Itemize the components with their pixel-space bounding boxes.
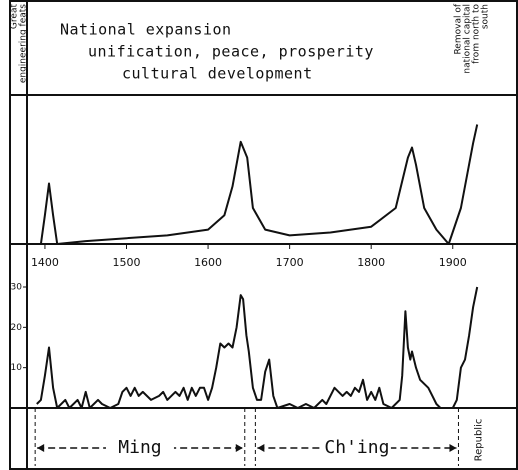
label-bg [322, 436, 391, 460]
side-note: from north to [472, 4, 482, 64]
period-label: Republic [473, 419, 484, 462]
arrow-head [235, 444, 243, 452]
x-tick-label: 1800 [357, 256, 385, 269]
side-note: national capital [463, 4, 473, 74]
y-tick-label: 30 [11, 283, 23, 293]
arrow-head [37, 444, 45, 452]
side-note: south [481, 4, 491, 29]
title: National expansion [60, 21, 232, 39]
arrow-head [257, 444, 265, 452]
label-bg [105, 436, 174, 460]
x-tick-label: 1900 [439, 256, 467, 269]
x-tick-label: 1400 [31, 256, 59, 269]
x-tick-label: 1500 [113, 256, 141, 269]
title: cultural development [122, 65, 313, 83]
arrow-head [449, 444, 457, 452]
side-note: Great [10, 4, 20, 30]
frame [9, 0, 518, 470]
side-note: engineering feats [19, 4, 29, 83]
y-tick-label: 20 [11, 323, 23, 333]
data-line [39, 124, 479, 245]
period-label: Ming [118, 437, 161, 458]
x-tick-label: 1700 [276, 256, 304, 269]
title: unification, peace, prosperity [88, 43, 374, 61]
y-tick-label: 10 [11, 363, 23, 373]
period-label: Ch'ing [324, 437, 389, 458]
x-tick-label: 1600 [194, 256, 222, 269]
side-note: Removal of [454, 3, 464, 54]
data-line [36, 286, 479, 409]
